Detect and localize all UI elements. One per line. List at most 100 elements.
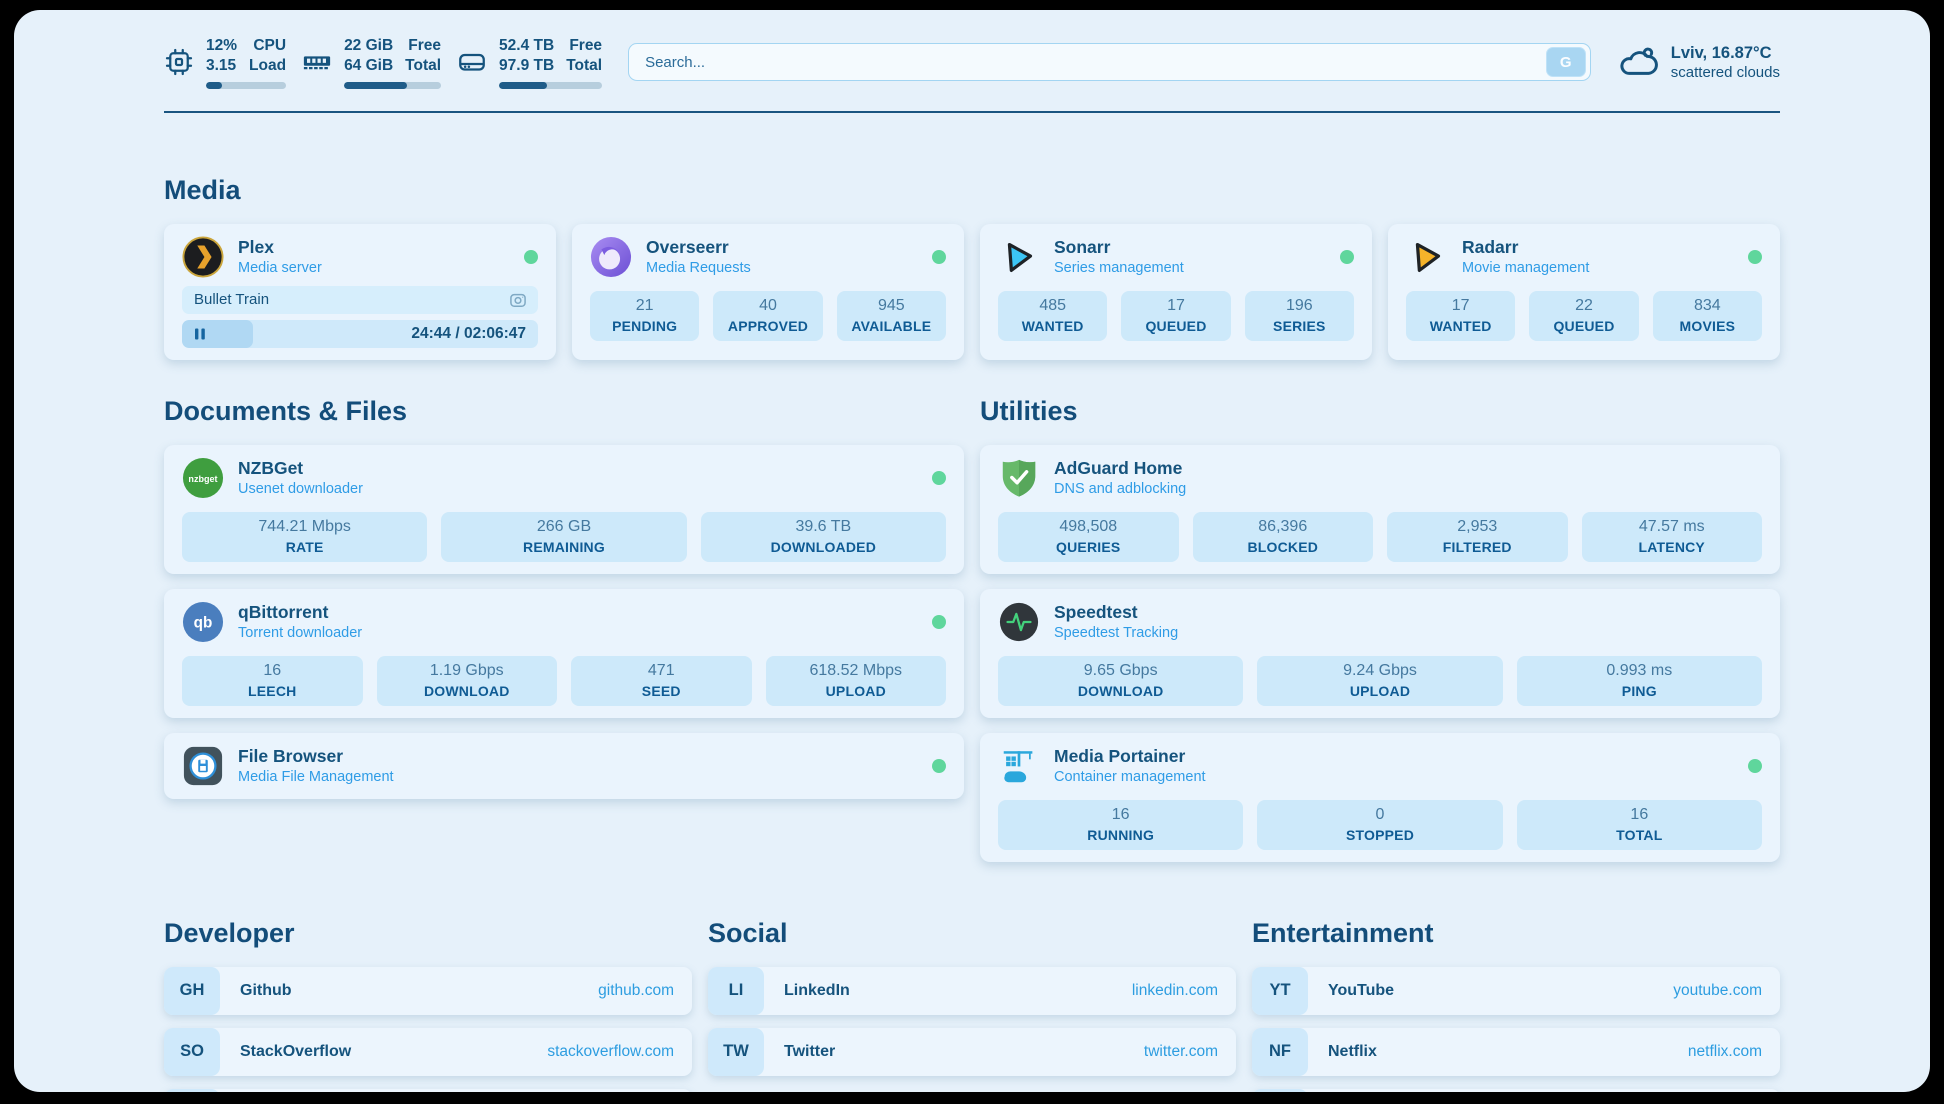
status-dot bbox=[932, 249, 946, 264]
link-url[interactable]: stackoverflow.com bbox=[547, 1042, 674, 1060]
disk-progress-bar bbox=[499, 81, 603, 89]
stat-pill: 834 MOVIES bbox=[1652, 290, 1762, 341]
filebrowser-card[interactable]: File Browser Media File Management bbox=[164, 732, 964, 799]
cpu-load-value: 3.15 bbox=[206, 57, 237, 75]
section-documents: Documents & Files nzbget NZBGet Usenet d… bbox=[164, 396, 964, 799]
plex-card[interactable]: Plex Media server Bullet Train bbox=[164, 223, 556, 360]
filebrowser-icon bbox=[183, 746, 223, 785]
plex-icon bbox=[182, 236, 224, 278]
speedtest-card[interactable]: Speedtest Speedtest Tracking 9.65 Gbps D… bbox=[980, 588, 1780, 718]
status-dot bbox=[1748, 249, 1762, 264]
stat-pill: 9.65 Gbps DOWNLOAD bbox=[998, 655, 1244, 706]
stat-pill: 498,508 QUERIES bbox=[998, 511, 1179, 562]
link-name: Netflix bbox=[1328, 1042, 1377, 1060]
link-url[interactable]: netflix.com bbox=[1687, 1042, 1762, 1060]
stat-pill: 0.993 ms PING bbox=[1516, 655, 1762, 706]
search-bar: G bbox=[628, 43, 1591, 82]
app-subtitle: Movie management bbox=[1462, 260, 1590, 277]
radarr-card[interactable]: Radarr Movie management 17 WANTED 22 QUE… bbox=[1388, 223, 1780, 360]
stat-pill: 17 QUEUED bbox=[1121, 290, 1231, 341]
status-dot bbox=[1748, 758, 1762, 773]
adguard-card[interactable]: AdGuard Home DNS and adblocking 498,508 … bbox=[980, 444, 1780, 574]
cpu-label-1: CPU bbox=[253, 37, 287, 54]
stat-pill: 471 SEED bbox=[571, 655, 752, 706]
pause-icon[interactable] bbox=[193, 327, 207, 341]
weather-condition: scattered clouds bbox=[1670, 63, 1780, 81]
app-subtitle: Media Requests bbox=[646, 260, 751, 277]
radarr-icon bbox=[1415, 242, 1441, 272]
link-url[interactable]: youtube.com bbox=[1673, 981, 1762, 999]
entertainment-section-title: Entertainment bbox=[1252, 917, 1434, 948]
app-name: qBittorrent bbox=[238, 602, 329, 623]
link-name: LinkedIn bbox=[784, 981, 850, 999]
link-url[interactable]: github.com bbox=[598, 981, 674, 999]
playback-progress-bar[interactable]: 24:44 / 02:06:47 bbox=[182, 319, 538, 348]
link-url[interactable]: twitter.com bbox=[1143, 1042, 1218, 1060]
cpu-icon bbox=[165, 49, 193, 76]
app-subtitle: Torrent downloader bbox=[238, 625, 363, 642]
app-subtitle: Media File Management bbox=[238, 769, 394, 786]
header-divider bbox=[164, 110, 1780, 113]
link-row-reddit[interactable]: RE Reddit reddit.com bbox=[1252, 1088, 1780, 1092]
memory-free-value: 22 GiB bbox=[344, 37, 394, 54]
app-subtitle: Usenet downloader bbox=[238, 481, 363, 498]
nzbget-card[interactable]: nzbget NZBGet Usenet downloader 744.21 M… bbox=[164, 444, 964, 574]
link-badge: LI bbox=[708, 966, 764, 1015]
app-name: File Browser bbox=[238, 746, 344, 767]
app-name: Speedtest bbox=[1054, 602, 1138, 623]
app-name: NZBGet bbox=[238, 458, 304, 479]
link-name: StackOverflow bbox=[240, 1042, 352, 1060]
app-name: AdGuard Home bbox=[1054, 458, 1183, 479]
cpu-usage-value: 12% bbox=[206, 37, 238, 54]
section-utilities: Utilities AdGuard Home DNS bbox=[980, 396, 1780, 862]
stat-pill: 47.57 ms LATENCY bbox=[1581, 511, 1762, 562]
link-name: Github bbox=[240, 981, 292, 999]
cpu-stat: 12% 3.15 CPU Load bbox=[164, 36, 287, 89]
link-row-linkedin[interactable]: LI LinkedIn linkedin.com bbox=[708, 966, 1236, 1015]
link-row-stackoverflow[interactable]: SO StackOverflow stackoverflow.com bbox=[164, 1027, 692, 1076]
link-badge: DT bbox=[164, 1088, 220, 1092]
search-engine-button[interactable]: G bbox=[1545, 47, 1586, 78]
sonarr-card[interactable]: Sonarr Series management 485 WANTED 17 Q… bbox=[980, 223, 1372, 360]
stat-pill: 2,953 FILTERED bbox=[1387, 511, 1568, 562]
link-row-dev[interactable]: DT DEV dev.to bbox=[164, 1088, 692, 1092]
link-url[interactable]: linkedin.com bbox=[1131, 981, 1218, 999]
camera-icon[interactable] bbox=[508, 290, 528, 310]
stat-pill: 618.52 Mbps UPLOAD bbox=[765, 655, 946, 706]
portainer-icon bbox=[1003, 751, 1033, 783]
stat-pill: 16 LEECH bbox=[182, 655, 363, 706]
dashboard-page: 12% 3.15 CPU Load bbox=[14, 10, 1930, 1092]
section-media: Media Plex Media server bbox=[164, 175, 1780, 360]
portainer-card[interactable]: Media Portainer Container management 16 … bbox=[980, 732, 1780, 862]
overseerr-card[interactable]: Overseerr Media Requests 21 PENDING 40 A… bbox=[572, 223, 964, 360]
link-name: Twitter bbox=[784, 1042, 836, 1060]
stat-pill: 485 WANTED bbox=[998, 290, 1108, 341]
disk-label-2: Total bbox=[566, 57, 603, 75]
sonarr-icon bbox=[1007, 242, 1033, 272]
qbittorrent-card[interactable]: qb qBittorrent Torrent downloader 16 bbox=[164, 588, 964, 718]
link-row-netflix[interactable]: NF Netflix netflix.com bbox=[1252, 1027, 1780, 1076]
link-badge: RE bbox=[1252, 1088, 1308, 1092]
stat-pill: 16 RUNNING bbox=[998, 799, 1244, 850]
link-name: YouTube bbox=[1328, 981, 1395, 999]
system-stats: 12% 3.15 CPU Load bbox=[164, 36, 603, 89]
cloud-icon bbox=[1620, 48, 1658, 76]
developer-section-title: Developer bbox=[164, 917, 295, 948]
disk-free-value: 52.4 TB bbox=[499, 37, 555, 54]
app-subtitle: DNS and adblocking bbox=[1054, 481, 1187, 498]
stat-pill: 744.21 Mbps RATE bbox=[182, 511, 428, 562]
link-badge: TW bbox=[708, 1027, 764, 1076]
now-playing-title: Bullet Train bbox=[194, 291, 270, 309]
search-input[interactable] bbox=[628, 43, 1591, 82]
stat-pill: 196 SERIES bbox=[1244, 290, 1354, 341]
cpu-label-2: Load bbox=[249, 57, 287, 75]
stat-pill: 17 WANTED bbox=[1406, 290, 1516, 341]
link-row-twitter[interactable]: TW Twitter twitter.com bbox=[708, 1027, 1236, 1076]
weather-widget: Lviv, 16.87°C scattered clouds bbox=[1617, 41, 1780, 83]
app-name: Media Portainer bbox=[1054, 746, 1186, 767]
link-badge: YT bbox=[1252, 966, 1308, 1015]
now-playing-row: Bullet Train bbox=[182, 285, 538, 314]
app-name: Sonarr bbox=[1054, 237, 1111, 258]
link-row-github[interactable]: GH Github github.com bbox=[164, 966, 692, 1015]
link-row-youtube[interactable]: YT YouTube youtube.com bbox=[1252, 966, 1780, 1015]
